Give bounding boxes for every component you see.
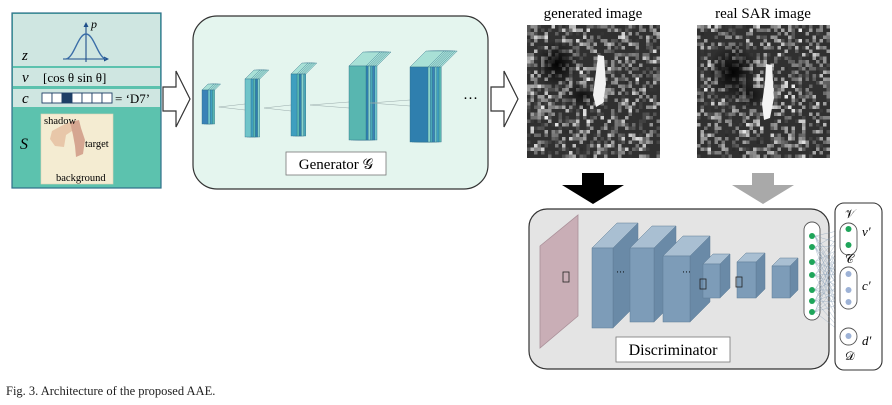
discriminator-layers — [562, 222, 799, 329]
discriminator-input-sheet — [539, 214, 579, 349]
z-symbol: z — [21, 48, 28, 64]
fc-node — [809, 298, 815, 304]
generator-label: Generator 𝒢 — [299, 157, 374, 173]
generator-feature-map — [348, 65, 367, 141]
output-node — [845, 271, 852, 277]
output-node — [845, 333, 852, 339]
discriminator-feature-map — [662, 255, 691, 323]
c-prime-label: c′ — [862, 278, 871, 293]
output-node — [845, 287, 852, 293]
real-sar-image — [697, 25, 830, 158]
arrow-generated-to-discriminator — [562, 173, 624, 204]
output-nodes — [845, 226, 852, 339]
generator-feature-map — [290, 73, 298, 137]
discriminator-feature-map — [591, 247, 614, 329]
fc-node — [809, 244, 815, 250]
v-output-group — [839, 222, 858, 256]
discriminator-feature-map — [702, 263, 721, 299]
discriminator-label-box — [615, 336, 731, 363]
fc-node — [809, 233, 815, 239]
generated-sar-image — [527, 25, 660, 158]
target-label: target — [85, 139, 109, 150]
shadow-label: shadow — [44, 116, 76, 127]
real-image-title: real SAR image — [715, 6, 811, 22]
fc-node — [809, 287, 815, 293]
code-cell — [81, 92, 93, 104]
generator-label-box — [285, 151, 387, 176]
c-symbol: c — [22, 91, 29, 107]
s-symbol: S — [20, 136, 28, 153]
background-label: background — [56, 173, 106, 184]
c-set-label: 𝒞 — [845, 252, 855, 266]
discriminator-ellipsis-1: ··· — [616, 267, 625, 277]
segmentation-map — [40, 113, 114, 185]
one-hot-code — [41, 92, 113, 104]
generator-feature-map — [409, 66, 429, 143]
input-panel: z p v [cos θ sin θ] c = ‘D7’ S shadow ta… — [11, 12, 162, 189]
fc-node — [809, 259, 815, 265]
arrow-real-to-discriminator — [732, 173, 794, 204]
generator-ellipsis: ··· — [463, 91, 478, 107]
v-row — [13, 68, 160, 86]
target-region — [70, 120, 85, 157]
code-cell — [41, 92, 53, 104]
discriminator-ellipsis-2: ··· — [682, 267, 691, 277]
discriminator-block: ··· ··· Discriminator — [528, 208, 847, 370]
d-set-label: 𝒟 — [845, 349, 855, 363]
discriminator-label: Discriminator — [629, 342, 719, 359]
generator-feature-map — [244, 78, 252, 138]
code-cell — [61, 92, 73, 104]
code-cell — [91, 92, 103, 104]
discriminator-feature-map — [629, 247, 655, 323]
output-node — [845, 299, 852, 305]
kernel-box — [562, 271, 570, 283]
v-expression: [cos θ sin θ] — [43, 70, 106, 85]
v-prime-label: v′ — [862, 224, 871, 239]
generator-layers — [201, 50, 458, 143]
gaussian-plot-icon — [63, 22, 109, 62]
discriminator-feature-map — [736, 261, 757, 299]
code-cell — [101, 92, 113, 104]
d-prime-label: d′ — [862, 333, 872, 348]
c-equals-label: = ‘D7’ — [115, 91, 150, 106]
fc-node — [809, 272, 815, 278]
figure-caption: Fig. 3. Architecture of the proposed AAE… — [6, 384, 216, 398]
v-set-label: 𝒱 — [845, 207, 857, 221]
arrow-to-generated-image — [490, 70, 519, 128]
fc-node — [809, 309, 815, 315]
output-panel: 𝒱 v′ 𝒞 c′ d′ 𝒟 — [834, 202, 883, 371]
shadow-region — [50, 122, 75, 147]
output-node — [845, 242, 852, 248]
v-symbol: v — [22, 70, 29, 86]
discriminator-feature-map — [771, 265, 791, 299]
code-cell — [71, 92, 83, 104]
fc-nodes — [809, 233, 815, 315]
output-node — [845, 226, 852, 232]
kernel-box — [735, 276, 743, 288]
generated-image-title: generated image — [544, 6, 643, 22]
generator-block: ··· Generator 𝒢 — [192, 15, 489, 190]
code-cell — [51, 92, 63, 104]
p-axis-label: p — [90, 17, 97, 31]
kernel-box — [699, 278, 707, 290]
generator-feature-map — [201, 89, 209, 125]
arrow-to-generator — [162, 70, 191, 128]
